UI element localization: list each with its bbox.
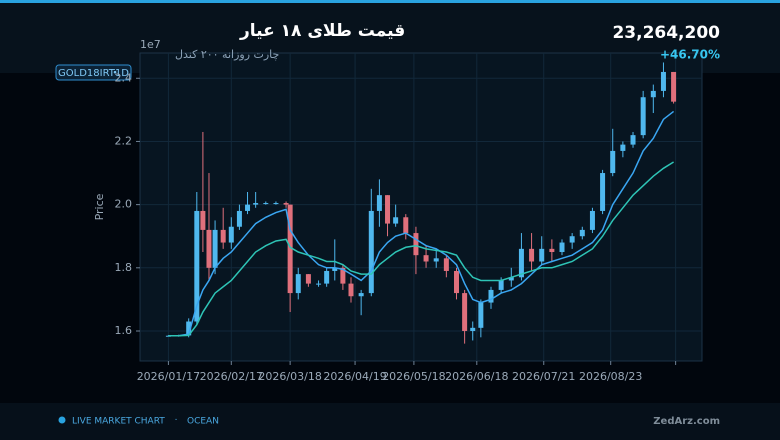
candle-body	[340, 267, 346, 284]
candle-body	[478, 302, 484, 328]
plot-area	[139, 52, 703, 362]
candle-body	[539, 248, 545, 262]
change: +46.70%	[660, 48, 720, 62]
y-tick-label: 2.0	[115, 198, 133, 211]
symbol-badge	[55, 64, 132, 81]
candle-body	[589, 210, 595, 230]
x-tick-label: 2026/01/17	[137, 370, 200, 383]
candle-body	[529, 248, 535, 262]
y-tick-label: 1.8	[115, 261, 133, 274]
x-tick-label: 2026/05/18	[382, 370, 445, 383]
x-tick-label: 2026/07/21	[512, 370, 575, 383]
candle-body	[569, 236, 575, 243]
candle-body	[228, 226, 234, 243]
x-tick-label: 2026/04/19	[323, 370, 386, 383]
moving-average	[168, 110, 675, 337]
candle-body	[620, 144, 626, 151]
candle-body	[385, 195, 391, 224]
x-tick-label: 2026/06/18	[445, 370, 508, 383]
candle-body	[600, 173, 606, 211]
candle-body	[470, 327, 476, 331]
candle-body	[433, 258, 439, 262]
interval: 1D	[115, 68, 129, 79]
candle-body	[236, 210, 242, 227]
brand: ZedArz.com	[653, 416, 720, 427]
separator: •	[112, 69, 117, 79]
candle-body	[579, 229, 585, 237]
footer-theme: OCEAN	[187, 417, 219, 427]
x-tick-label: 2026/08/23	[579, 370, 642, 383]
subtitle: چارت روزانه ۲۰۰ کندل	[175, 48, 279, 61]
candle-body	[186, 321, 192, 336]
title: قیمت طلای ۱۸ عیار	[239, 21, 405, 41]
candle-body	[263, 203, 269, 205]
candle-body	[650, 90, 656, 98]
candle-body	[518, 248, 524, 278]
candle-body	[305, 274, 311, 284]
y-tick-label: 2.2	[115, 134, 133, 147]
x-tick-label: 2026/03/18	[258, 370, 321, 383]
candle-body	[508, 277, 514, 281]
y-axis-label: Price	[93, 193, 106, 220]
y-tick-label: 1.6	[115, 324, 133, 337]
candle-body	[220, 229, 226, 243]
candle-body	[454, 270, 460, 294]
candle-body	[358, 293, 364, 297]
candle-body	[283, 203, 289, 205]
candle-body	[194, 210, 200, 322]
marks	[165, 62, 677, 344]
candle-body	[498, 280, 504, 290]
candle-body	[671, 71, 677, 102]
footer-bg	[0, 403, 780, 440]
candle-body	[324, 270, 330, 284]
price: 23,264,200	[612, 23, 720, 43]
offset-label: 1e7	[140, 38, 161, 51]
candle-body	[549, 248, 555, 253]
candle-body	[253, 203, 259, 205]
candle-body	[295, 274, 301, 294]
moving-average	[168, 161, 674, 337]
candle-body	[245, 204, 251, 211]
candle-body	[660, 71, 666, 91]
footer-dot: ·	[175, 416, 178, 426]
candle-body	[393, 217, 399, 224]
candle-body	[610, 150, 616, 174]
footer-label: LIVE MARKET CHART	[72, 417, 165, 427]
candle-body	[403, 217, 409, 234]
symbol: GOLD18IRT	[58, 68, 116, 79]
candle-body	[423, 255, 429, 262]
candle-body	[462, 293, 468, 331]
candle-body	[443, 258, 449, 271]
candle-body	[488, 289, 494, 303]
candle-body	[212, 229, 218, 268]
candle-body	[348, 283, 354, 297]
candle-body	[316, 283, 322, 285]
candle-body	[376, 195, 382, 211]
candle-body	[273, 203, 279, 205]
candle-body	[413, 233, 419, 256]
candle-body	[287, 204, 293, 294]
candle-body	[640, 97, 646, 136]
candle-body	[200, 210, 206, 230]
top-accent	[0, 0, 780, 3]
x-tick-label: 2026/02/17	[200, 370, 263, 383]
y-tick-label: 2.4	[115, 71, 133, 84]
candle-body	[206, 229, 212, 268]
candle-body	[630, 135, 636, 145]
live-dot	[58, 416, 66, 424]
candle-body	[559, 242, 565, 253]
candle-body	[332, 267, 338, 271]
candle-body	[368, 210, 374, 294]
